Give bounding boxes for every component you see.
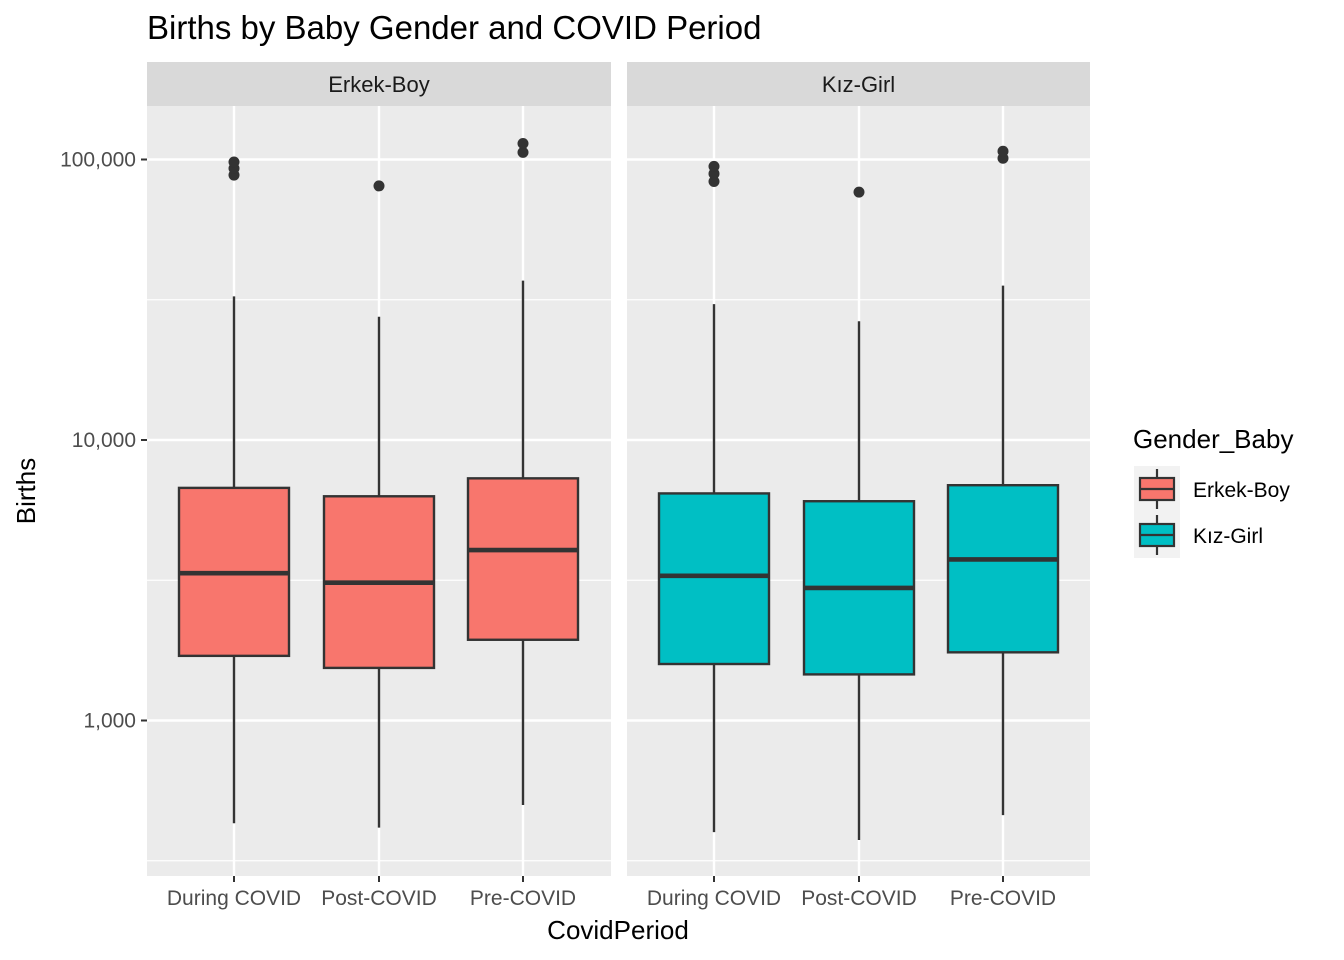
facet-strip — [147, 62, 611, 106]
outlier-point — [228, 156, 240, 168]
facet-panels: Erkek-Boy During COVID Post-COVID Pre-COVID… — [147, 62, 1090, 910]
x-tick-label: Post-COVID — [321, 887, 437, 910]
outlier-point — [708, 160, 720, 172]
box-0 — [177, 156, 291, 824]
x-tick-label: During COVID — [167, 887, 301, 910]
outlier-point — [517, 146, 529, 158]
facet-strip — [627, 62, 1090, 106]
facet-strip-label: Kız-Girl — [822, 72, 895, 97]
x-tick-label: Pre-COVID — [950, 887, 1056, 910]
legend-title: Gender_Baby — [1133, 424, 1293, 454]
outlier-point — [517, 138, 529, 150]
legend-label: Erkek-Boy — [1193, 479, 1290, 502]
x-tick-label: Pre-COVID — [470, 887, 576, 910]
outlier-point — [853, 186, 865, 198]
box-1 — [802, 186, 916, 840]
x-axis-title: CovidPeriod — [547, 915, 689, 945]
panel-1: Kız-Girl During COVID Post-COVID Pre-COVID — [627, 62, 1090, 910]
outlier-point — [373, 180, 385, 192]
facet-strip-label: Erkek-Boy — [328, 72, 429, 97]
outlier-point — [997, 145, 1009, 157]
box-body — [657, 492, 771, 666]
legend-label: Kız-Girl — [1193, 525, 1263, 548]
y-tick-label: 10,000 — [72, 429, 136, 452]
box-2 — [946, 145, 1060, 816]
x-tick-label: Post-COVID — [801, 887, 917, 910]
outlier-point — [708, 175, 720, 187]
legend: Gender_Baby Erkek-Boy Kız-Girl — [1133, 424, 1293, 558]
box-1 — [322, 180, 436, 828]
y-tick-label: 100,000 — [60, 149, 136, 172]
y-tick-label: 1,000 — [83, 710, 136, 733]
y-axis-title: Births — [11, 458, 41, 524]
legend-entry: Kız-Girl — [1134, 512, 1263, 558]
y-axis: 1,000 10,000 100,000 — [60, 149, 147, 733]
x-tick-label: During COVID — [647, 887, 781, 910]
legend-entry: Erkek-Boy — [1134, 466, 1290, 512]
chart-title: Births by Baby Gender and COVID Period — [147, 9, 761, 46]
box-body — [466, 477, 580, 641]
box-body — [946, 484, 1060, 654]
panel-0: Erkek-Boy During COVID Post-COVID Pre-COVID — [147, 62, 611, 910]
box-0 — [657, 160, 771, 833]
box-2 — [466, 138, 580, 805]
